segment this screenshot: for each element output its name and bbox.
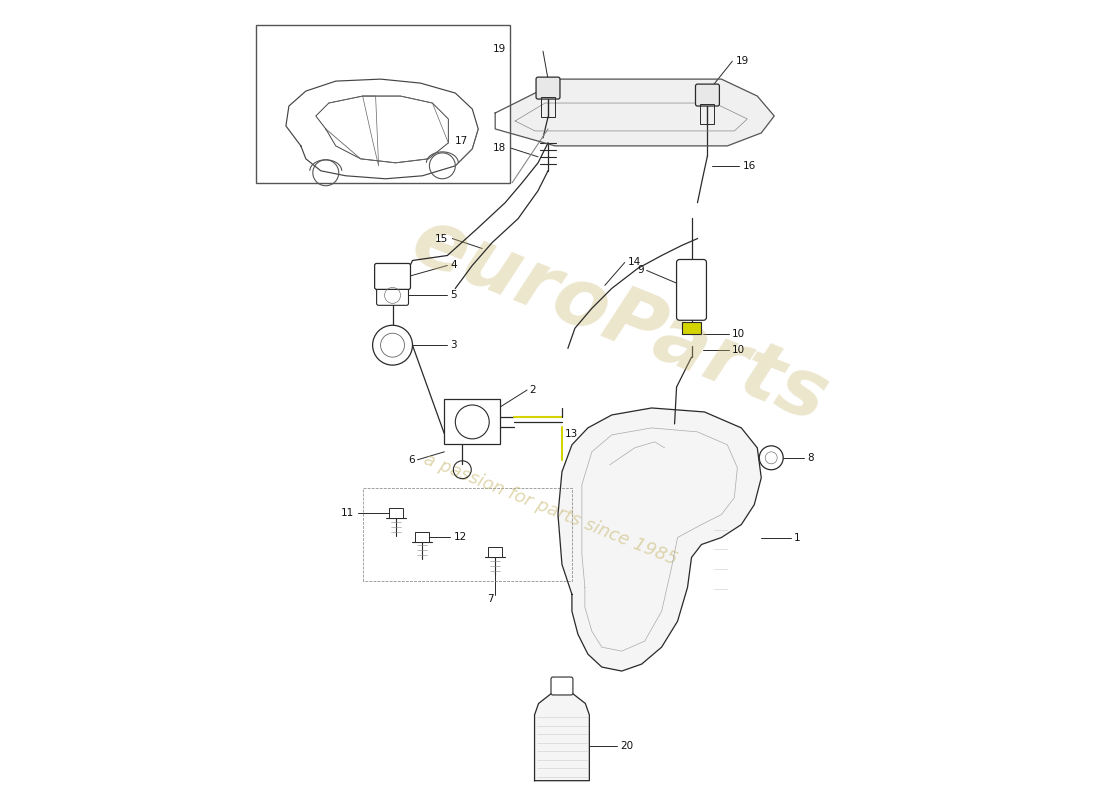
Text: 7: 7 <box>487 594 494 604</box>
Text: 11: 11 <box>340 508 354 518</box>
Text: 19: 19 <box>493 44 506 54</box>
FancyBboxPatch shape <box>676 259 706 320</box>
Text: 2: 2 <box>529 385 536 395</box>
FancyBboxPatch shape <box>536 77 560 99</box>
Text: 4: 4 <box>450 261 456 270</box>
FancyBboxPatch shape <box>388 508 403 518</box>
Polygon shape <box>535 693 590 781</box>
Text: 18: 18 <box>493 143 506 153</box>
Text: 3: 3 <box>450 340 456 350</box>
FancyBboxPatch shape <box>551 677 573 695</box>
Text: 5: 5 <box>450 290 456 300</box>
Text: 20: 20 <box>620 741 634 750</box>
Circle shape <box>373 326 412 365</box>
Text: 6: 6 <box>408 454 415 465</box>
Text: 10: 10 <box>732 330 745 339</box>
FancyBboxPatch shape <box>682 322 702 334</box>
Text: 19: 19 <box>736 56 749 66</box>
FancyBboxPatch shape <box>488 547 503 558</box>
Text: 8: 8 <box>807 453 814 462</box>
Text: 15: 15 <box>436 234 449 243</box>
FancyBboxPatch shape <box>256 26 510 182</box>
Text: a passion for parts since 1985: a passion for parts since 1985 <box>420 450 680 569</box>
Polygon shape <box>495 79 774 146</box>
Text: 14: 14 <box>628 258 641 267</box>
Text: 1: 1 <box>794 533 801 542</box>
Text: 9: 9 <box>637 266 644 275</box>
FancyBboxPatch shape <box>695 84 719 106</box>
Text: 10: 10 <box>732 345 745 355</box>
Text: 13: 13 <box>565 429 579 439</box>
Polygon shape <box>558 408 761 671</box>
FancyBboxPatch shape <box>375 263 410 290</box>
Text: euroParts: euroParts <box>400 202 839 439</box>
Text: 16: 16 <box>742 161 756 171</box>
FancyBboxPatch shape <box>444 399 500 444</box>
Circle shape <box>759 446 783 470</box>
Text: 12: 12 <box>453 531 466 542</box>
FancyBboxPatch shape <box>376 286 408 306</box>
FancyBboxPatch shape <box>416 531 429 542</box>
Text: 17: 17 <box>455 136 469 146</box>
